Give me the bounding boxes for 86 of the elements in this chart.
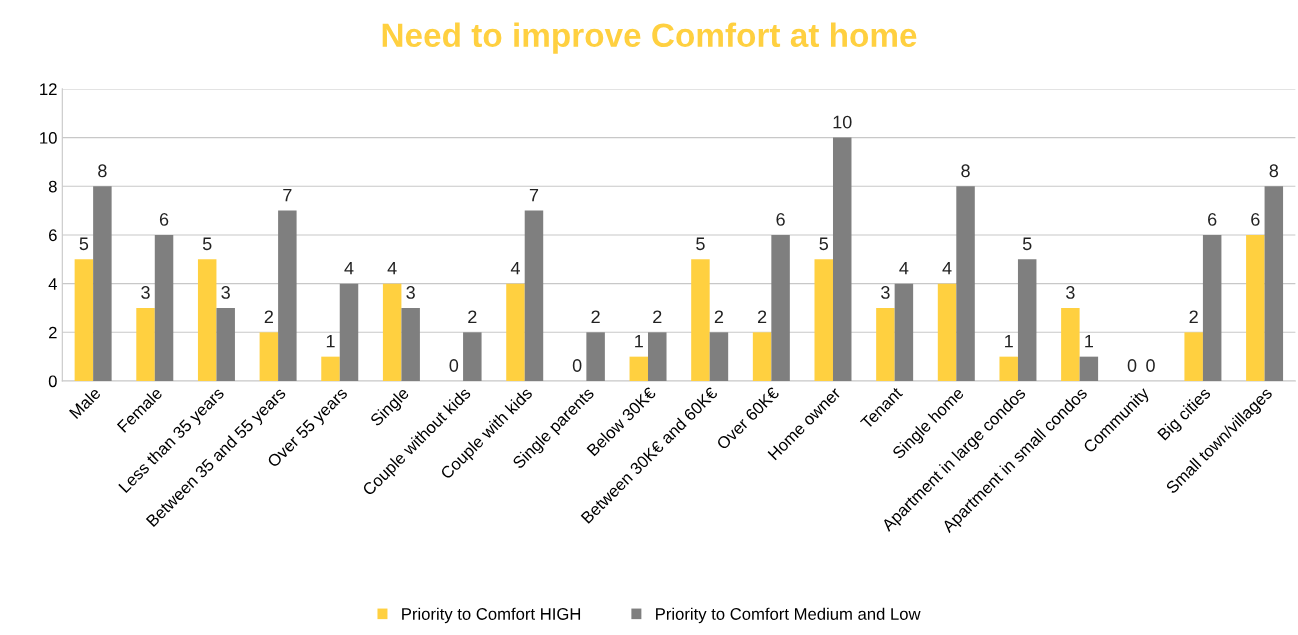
data-label: 6 <box>159 213 169 226</box>
bar <box>339 283 359 381</box>
bar <box>648 332 667 381</box>
data-label: 7 <box>529 188 539 202</box>
y-tick-label: 2 <box>49 326 57 339</box>
y-tick-label: 6 <box>49 229 57 242</box>
data-label: 8 <box>98 164 107 178</box>
data-label: 3 <box>881 286 890 299</box>
bar <box>259 332 279 381</box>
bar <box>154 234 174 381</box>
bar <box>771 234 790 381</box>
data-label: 3 <box>141 286 150 299</box>
bar <box>1202 234 1222 381</box>
data-label: 1 <box>326 334 335 348</box>
data-label: 0 <box>1127 359 1137 372</box>
bar <box>382 283 402 381</box>
bar <box>524 210 544 381</box>
bar <box>814 259 833 381</box>
data-label: 4 <box>899 261 909 275</box>
data-label: 8 <box>961 164 970 178</box>
data-label: 3 <box>221 286 230 299</box>
bar <box>1061 307 1080 381</box>
bar <box>752 332 772 381</box>
bar <box>709 332 729 381</box>
y-tick-label: 4 <box>48 278 57 290</box>
data-label: 0 <box>449 359 459 372</box>
data-label: 5 <box>819 237 829 251</box>
bar <box>93 186 112 381</box>
data-label: 6 <box>1208 213 1217 226</box>
bar <box>1246 234 1265 381</box>
data-label: 2 <box>264 310 273 324</box>
data-label: 4 <box>510 261 520 275</box>
bar <box>1079 356 1099 381</box>
data-label: 2 <box>591 310 600 324</box>
data-label: 5 <box>202 237 212 251</box>
chart-title: Need to improve Comfort at home <box>382 22 917 54</box>
y-tick-label: 12 <box>40 83 57 95</box>
bar <box>216 307 235 381</box>
bar <box>894 283 914 381</box>
data-label: 10 <box>833 115 852 129</box>
data-label: 7 <box>283 188 292 202</box>
bar <box>629 356 649 381</box>
bar <box>506 283 525 381</box>
data-label: 3 <box>1066 286 1075 299</box>
data-label: 5 <box>79 237 89 251</box>
data-label: 1 <box>1005 334 1013 348</box>
data-label: 2 <box>653 310 662 324</box>
y-tick-label: 10 <box>40 131 57 144</box>
bar <box>876 307 895 381</box>
data-label: 4 <box>942 261 952 275</box>
bar <box>1264 186 1284 381</box>
bar <box>586 332 605 381</box>
bar <box>1017 259 1037 381</box>
data-label: 8 <box>1269 164 1279 178</box>
data-label: 5 <box>1022 237 1032 251</box>
bar <box>278 210 297 381</box>
data-label: 2 <box>1189 310 1198 324</box>
legend-label: Priority to Comfort Medium and Low <box>656 607 921 624</box>
bar <box>1184 332 1203 381</box>
bar <box>956 186 975 381</box>
y-tick-label: 0 <box>48 375 57 388</box>
data-label: 2 <box>757 310 767 324</box>
bar <box>832 137 852 381</box>
data-label: 6 <box>776 213 785 226</box>
data-label: 6 <box>1251 213 1260 226</box>
data-label: 0 <box>572 359 582 372</box>
legend-label: Priority to Comfort HIGH <box>402 607 581 624</box>
data-label: 0 <box>1146 359 1155 372</box>
bar <box>74 259 94 381</box>
bar <box>463 332 482 381</box>
y-tick-label: 8 <box>48 180 57 193</box>
data-label: 3 <box>406 286 415 299</box>
data-label: 2 <box>468 310 477 324</box>
bar <box>136 307 155 381</box>
bar <box>401 307 420 381</box>
data-label: 5 <box>696 237 705 251</box>
bar <box>999 356 1018 381</box>
data-label: 1 <box>635 334 643 348</box>
data-label: 2 <box>714 310 724 324</box>
bar <box>937 283 957 381</box>
bar <box>691 259 710 381</box>
data-label: 1 <box>1085 334 1093 348</box>
bar <box>197 259 217 381</box>
data-label: 4 <box>387 261 397 275</box>
bar <box>321 356 340 381</box>
data-label: 4 <box>344 261 354 275</box>
